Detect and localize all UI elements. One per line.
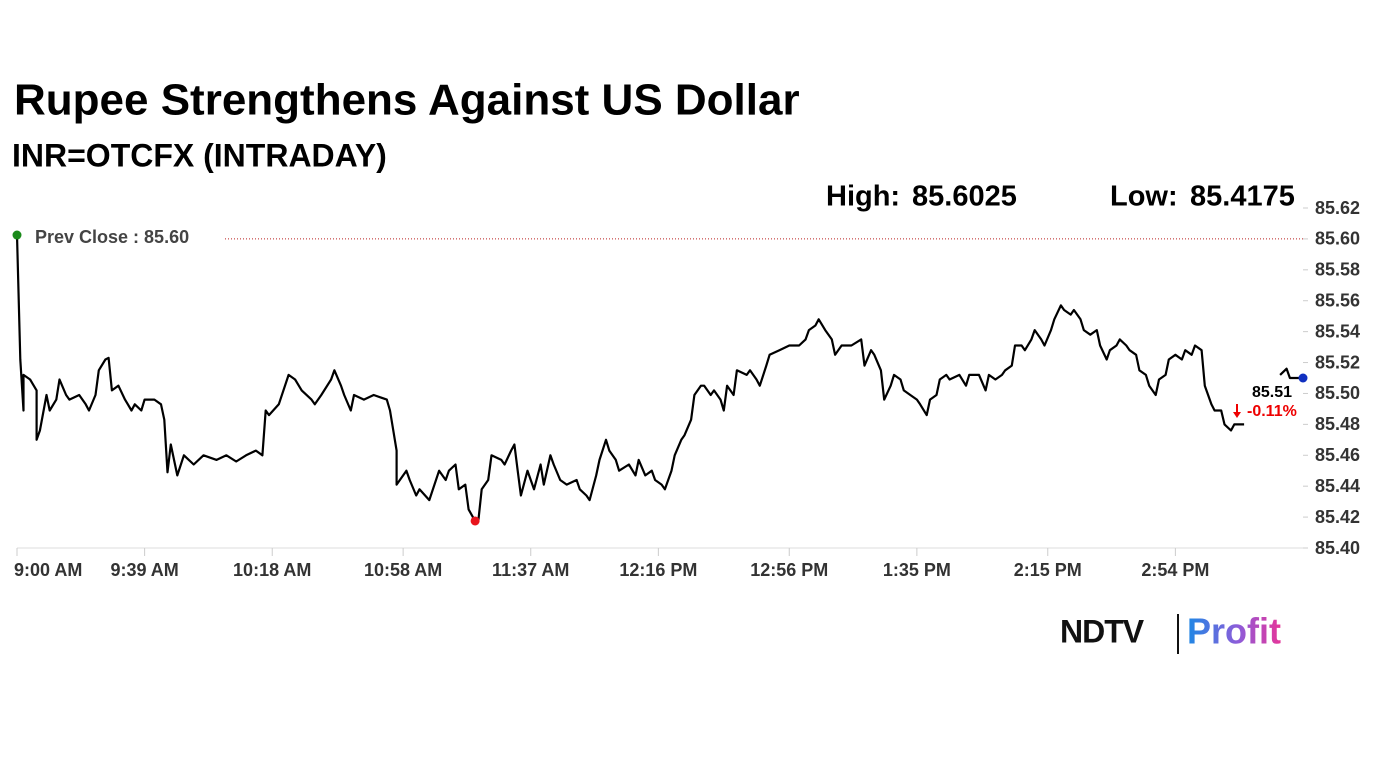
chart-title: Rupee Strengthens Against US Dollar	[14, 76, 800, 125]
x-tick-label: 11:37 AM	[492, 560, 569, 580]
x-tick-label: 1:35 PM	[883, 560, 951, 580]
chart-subtitle: INR=OTCFX (INTRADAY)	[12, 137, 387, 173]
last-dot	[1298, 373, 1308, 383]
prev-close-label: Prev Close : 85.60	[35, 227, 189, 247]
y-tick-label: 85.44	[1315, 476, 1360, 496]
change-label: -0.11%	[1247, 403, 1297, 420]
x-tick-label: 10:58 AM	[364, 560, 442, 580]
high-label: High:	[826, 181, 900, 213]
x-tick-label: 10:18 AM	[233, 560, 311, 580]
low-label: Low:	[1110, 181, 1178, 213]
x-tick-label: 2:54 PM	[1141, 560, 1209, 580]
high-value: 85.6025	[912, 181, 1017, 213]
open-dot	[12, 230, 22, 240]
price-line	[15, 234, 1303, 523]
y-tick-label: 85.52	[1315, 352, 1360, 372]
x-tick-label: 2:15 PM	[1014, 560, 1082, 580]
low-dot	[470, 516, 480, 526]
y-tick-label: 85.60	[1315, 229, 1360, 249]
x-tick-label: 9:00 AM	[14, 560, 82, 580]
down-arrow	[1233, 404, 1241, 418]
last-value-label: 85.51	[1252, 384, 1292, 401]
y-tick-label: 85.58	[1315, 260, 1360, 280]
low-value: 85.4175	[1190, 181, 1295, 213]
y-tick-label: 85.62	[1315, 198, 1360, 218]
y-tick-label: 85.54	[1315, 321, 1360, 341]
logo-ndtv: NDTV	[1060, 613, 1145, 649]
logo-profit: Profit	[1187, 611, 1281, 652]
y-tick-label: 85.40	[1315, 538, 1360, 558]
x-tick-label: 9:39 AM	[110, 560, 178, 580]
y-tick-label: 85.56	[1315, 290, 1360, 310]
y-tick-label: 85.42	[1315, 507, 1360, 527]
y-tick-label: 85.50	[1315, 383, 1360, 403]
y-tick-label: 85.46	[1315, 445, 1360, 465]
y-tick-label: 85.48	[1315, 414, 1360, 434]
x-tick-label: 12:56 PM	[750, 560, 828, 580]
x-tick-label: 12:16 PM	[619, 560, 697, 580]
